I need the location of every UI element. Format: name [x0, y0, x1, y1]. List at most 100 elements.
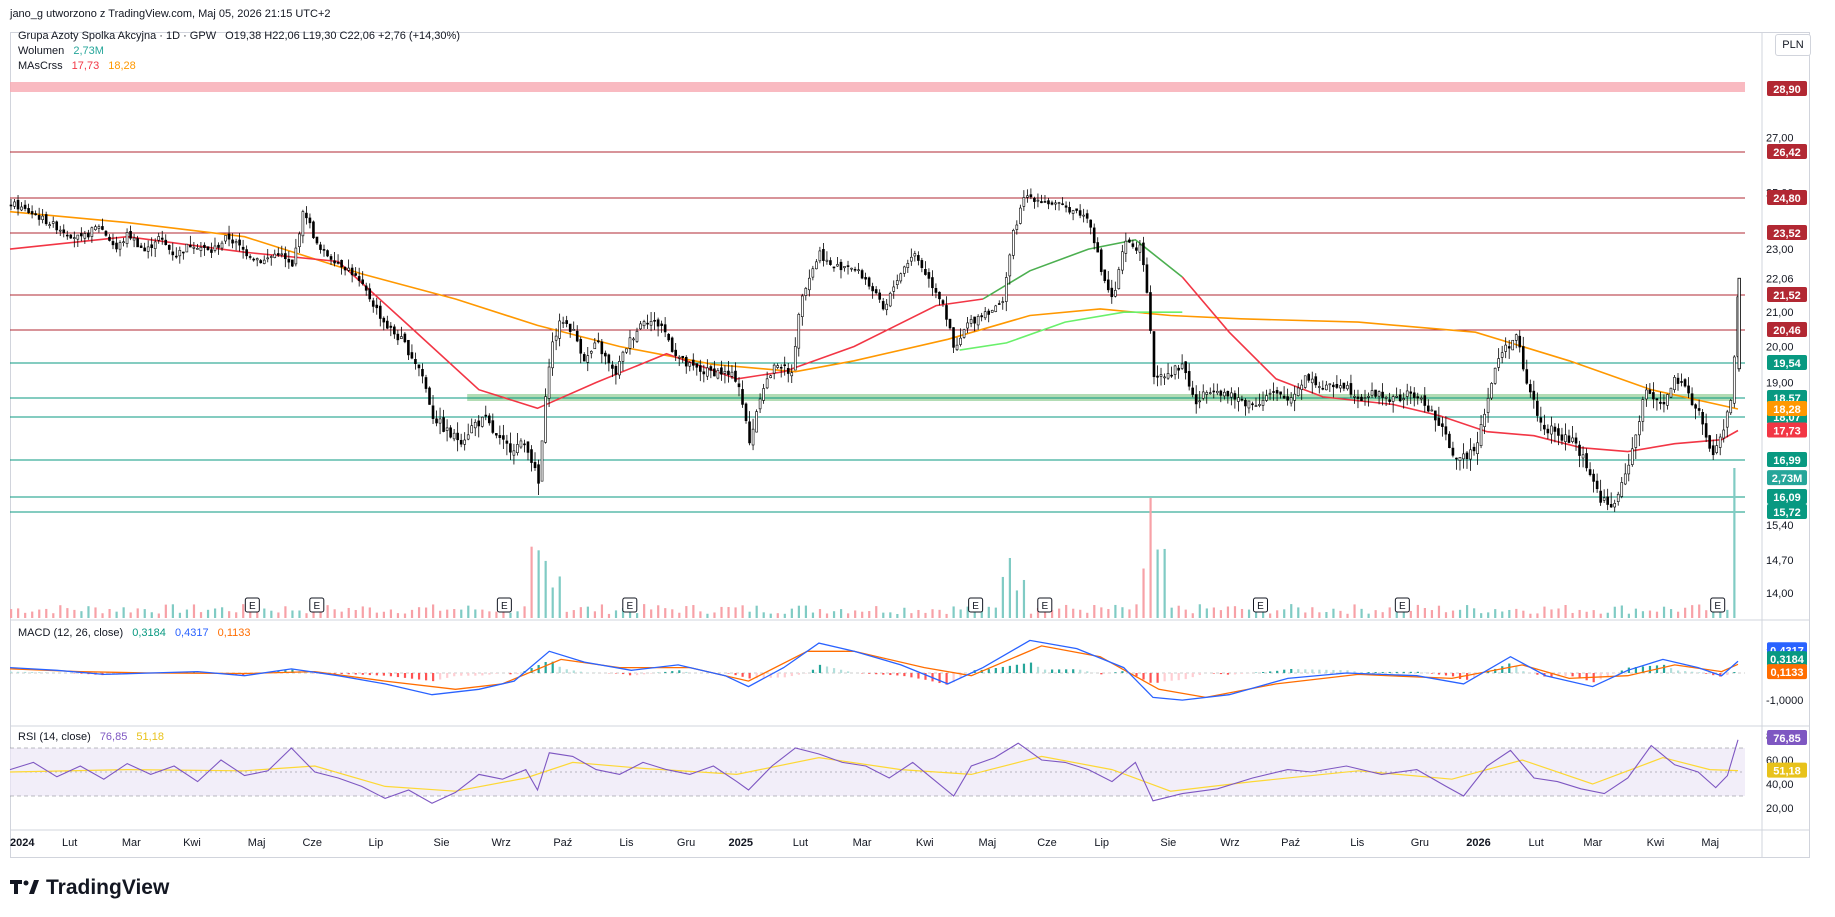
macd-legend[interactable]: MACD (12, 26, close) 0,3184 0,4317 0,113…	[18, 627, 256, 639]
earnings-marker-label: E	[501, 601, 508, 612]
macd-histogram-bar	[403, 673, 407, 678]
candle-body	[1500, 352, 1504, 358]
candle-body	[1363, 397, 1367, 399]
candle-body	[1268, 392, 1272, 395]
candle-body	[1528, 384, 1532, 393]
symbol-legend[interactable]: Grupa Azoty Spolka Akcyjna · 1D · GPW O1…	[18, 30, 466, 42]
candle-body	[843, 266, 846, 269]
candle-body	[554, 335, 558, 341]
candle-body	[143, 247, 146, 252]
macd-histogram-bar	[1339, 670, 1342, 673]
candle-body	[456, 432, 459, 441]
candle-body	[874, 289, 878, 294]
candle-body	[941, 300, 945, 304]
candle-body	[1205, 392, 1209, 395]
macd-histogram-bar	[1304, 669, 1307, 673]
volume-bar	[994, 607, 997, 618]
candle-body	[23, 204, 27, 209]
earnings-marker-label: E	[1041, 601, 1048, 612]
candle-body	[473, 421, 477, 429]
candle-body	[1409, 391, 1413, 394]
volume-bar	[17, 608, 20, 618]
rsi-value-2: 51,18	[136, 731, 164, 743]
candle-body	[1367, 396, 1370, 398]
candle-body	[1423, 395, 1427, 406]
macd-histogram-bar	[410, 673, 414, 679]
candle-body	[1265, 395, 1268, 401]
candle-body	[614, 365, 618, 375]
candle-body	[146, 246, 150, 252]
candle-body	[241, 246, 245, 250]
candle-body	[1638, 421, 1641, 436]
candle-body	[1339, 385, 1342, 389]
candle-body	[1430, 409, 1434, 412]
candle-body	[713, 368, 716, 377]
candle-body	[1226, 391, 1230, 397]
macd-histogram-bar	[516, 673, 519, 675]
candle-body	[1567, 435, 1571, 443]
volume-bar	[1339, 610, 1342, 618]
earnings-marker	[622, 597, 638, 613]
volume-legend[interactable]: Wolumen 2,73M	[18, 45, 110, 57]
volume-bar	[59, 605, 62, 618]
candle-body	[224, 235, 227, 242]
candle-body	[646, 322, 649, 325]
candle-body	[512, 450, 516, 456]
macd-histogram-bar	[1008, 665, 1011, 673]
rsi-legend[interactable]: RSI (14, close) 76,85 51,18	[18, 731, 170, 743]
candle-body	[30, 211, 34, 215]
volume-bar	[713, 612, 716, 618]
time-tick-label: Paź	[553, 837, 572, 849]
volume-bar	[678, 612, 681, 618]
candle-body	[625, 348, 628, 353]
volume-bar	[1733, 468, 1736, 618]
candle-body	[421, 369, 424, 377]
volume-bar	[24, 612, 27, 618]
volume-bar	[854, 610, 857, 618]
volume-bar	[199, 612, 203, 618]
candle-body	[498, 435, 502, 438]
candle-body	[58, 229, 62, 232]
volume-bar	[1550, 609, 1553, 618]
macd-histogram-bar	[1015, 664, 1019, 673]
candle-body	[867, 277, 871, 287]
candle-body	[220, 242, 224, 249]
volume-bar	[164, 604, 167, 618]
macd-histogram-bar	[1698, 672, 1701, 673]
volume-bar	[396, 613, 400, 618]
volume-bar	[1571, 612, 1574, 618]
time-tick-label: Sie	[1160, 837, 1176, 849]
candle-body	[213, 245, 217, 251]
candle-body	[1240, 398, 1244, 401]
candle-body	[1483, 413, 1486, 427]
volume-bar	[839, 609, 843, 618]
candle-body	[470, 425, 474, 434]
currency-button[interactable]: PLN	[1775, 34, 1811, 56]
ma-legend[interactable]: MAsCrss 17,73 18,28	[18, 60, 142, 72]
volume-bar	[305, 613, 308, 618]
candle-body	[663, 324, 667, 333]
macd-histogram-bar	[952, 673, 955, 683]
candle-body	[551, 341, 554, 369]
candle-body	[1507, 346, 1511, 349]
tradingview-logo[interactable]: TradingView	[10, 876, 169, 900]
macd-histogram-bar	[1684, 671, 1687, 673]
candle-body	[1149, 292, 1152, 331]
volume-bar	[1184, 609, 1187, 618]
macd-histogram-bar	[1058, 669, 1061, 673]
last-candle-body	[1737, 277, 1741, 370]
macd-histogram-bar	[727, 673, 730, 674]
ma-slow-value: 18,28	[108, 60, 136, 72]
macd-histogram-bar	[333, 673, 336, 674]
candle-body	[65, 234, 69, 237]
candle-body	[516, 444, 519, 453]
candle-body	[1068, 207, 1071, 213]
candle-body	[424, 377, 428, 389]
macd-histogram-bar	[1043, 669, 1047, 673]
macd-histogram-bar	[1381, 671, 1384, 673]
macd-histogram-bar	[1620, 670, 1623, 673]
candle-body	[210, 249, 213, 253]
candle-body	[410, 352, 414, 359]
candle-body	[1096, 242, 1100, 253]
